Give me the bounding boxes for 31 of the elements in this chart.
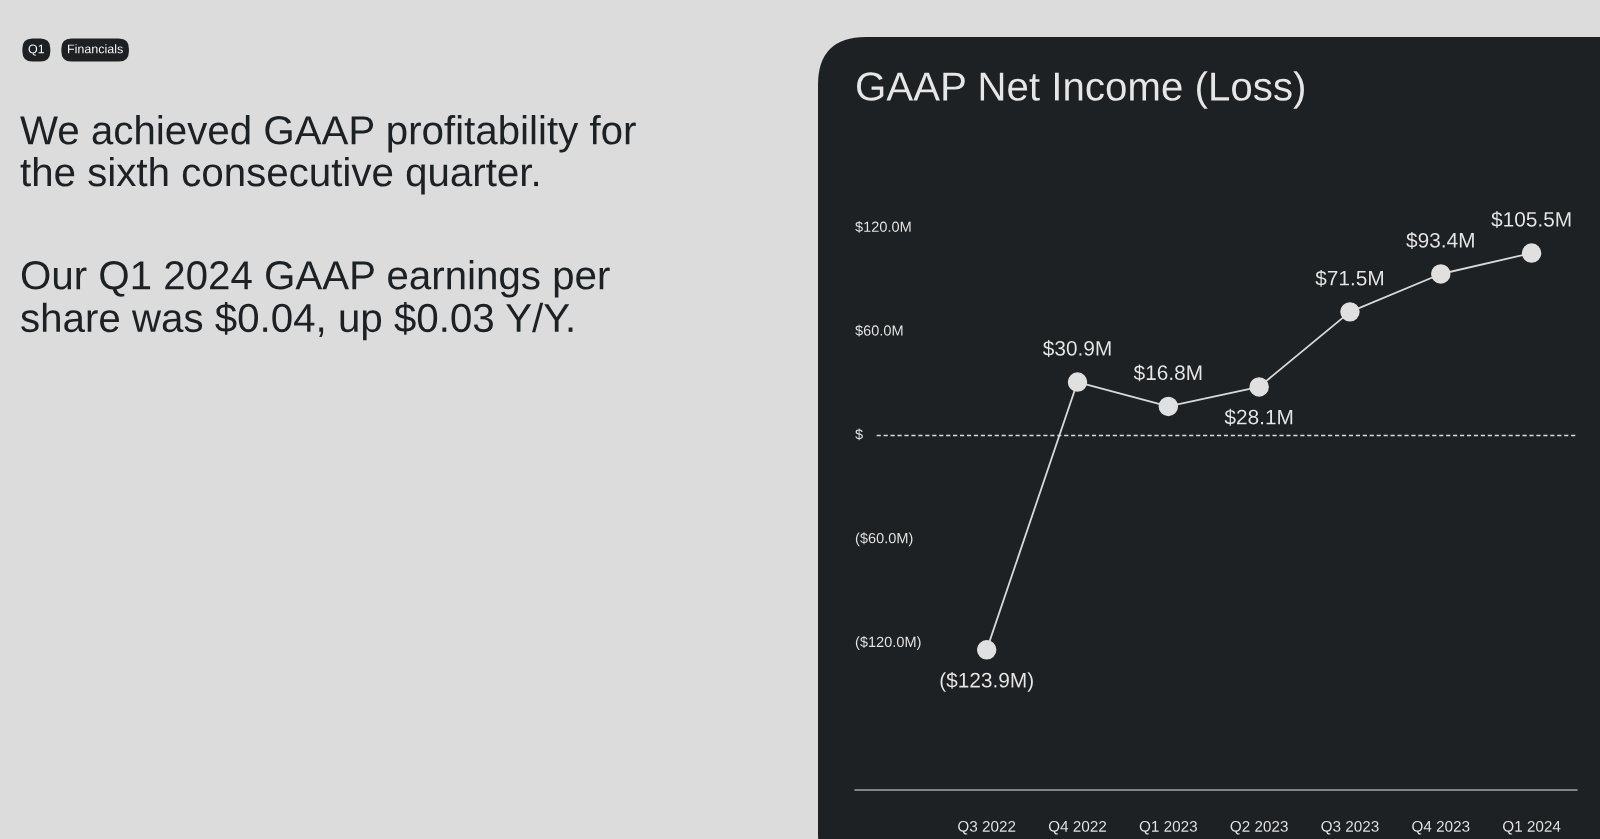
data-label: $93.4M: [1406, 232, 1474, 249]
text: Our Q1 2024 GAAP earnings per share was $0.04, up $0.03 Y/Y.: [21, 260, 610, 341]
point: [1158, 396, 1179, 417]
y-tick-label: ($60.0M): [855, 532, 913, 547]
x-tick-label: Q3 2023: [1321, 820, 1379, 835]
point: [1431, 264, 1451, 284]
x-tick-label: Q1 2024: [1503, 820, 1561, 835]
x-tick-label: Q4 2022: [1048, 820, 1107, 835]
x-tick-label: Q1 2023: [1139, 820, 1197, 835]
y-tick-label: $120.0M: [855, 220, 911, 233]
data-label: $28.1M: [1224, 408, 1293, 426]
point: [1249, 377, 1269, 397]
y-tick-label: ($120.0M): [855, 636, 921, 650]
data-label: $105.5M: [1491, 211, 1571, 228]
x-tick-label: Q4 2023: [1412, 820, 1470, 835]
data-label: $30.9M: [1042, 340, 1111, 357]
data-label: $16.8M: [1133, 364, 1202, 382]
data-label: ($123.9M): [940, 671, 1033, 692]
x-tick-label: Q2 2023: [1230, 820, 1288, 835]
point: [976, 640, 997, 660]
y-tick-label: $60.0M: [855, 324, 903, 337]
x-tick-label: Q3 2022: [958, 820, 1016, 835]
y-tick-label: $: [855, 428, 863, 441]
text: Q1: [28, 44, 45, 56]
text: Financials: [68, 44, 123, 54]
point: [1067, 372, 1088, 392]
text: We achieved GAAP profitability for the sixth consecutive quarter.: [20, 115, 636, 195]
chart-title: GAAP Net Income (Loss): [857, 71, 1304, 109]
point: [1521, 243, 1542, 263]
data-label: $71.5M: [1315, 269, 1383, 287]
point: [1340, 302, 1360, 322]
